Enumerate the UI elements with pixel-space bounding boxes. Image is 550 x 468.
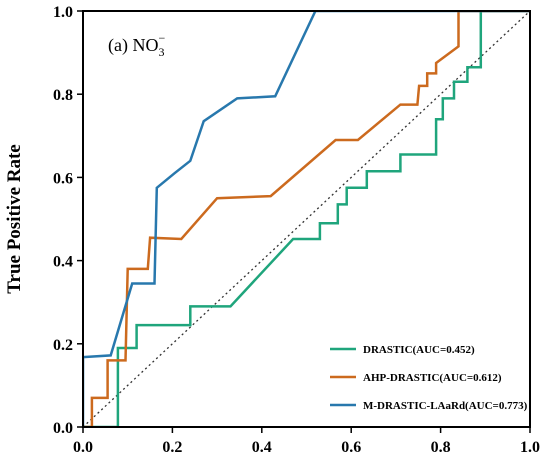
- x-tick-label: 0.4: [252, 439, 272, 456]
- y-tick-label: 0.6: [53, 170, 73, 187]
- reference-diagonal: [82, 10, 531, 428]
- panel-label-superscript: −: [158, 31, 165, 45]
- y-tick-label: 1.0: [53, 4, 73, 21]
- x-tick-label: 0.8: [431, 439, 451, 456]
- panel-label-subscript: 3: [158, 45, 164, 59]
- series-line-3: [83, 11, 530, 427]
- x-tick-label: 1.0: [520, 439, 540, 456]
- x-axis: 0.0 0.2 0.4 0.6 0.8 1.0: [73, 427, 540, 456]
- y-axis-title: True Positive Rate: [4, 144, 25, 294]
- legend-entry-1: DRASTIC(AUC=0.452): [363, 344, 475, 356]
- series-line-2: [83, 11, 530, 427]
- series-layer: [83, 11, 530, 427]
- y-tick-label: 0.2: [53, 337, 73, 354]
- plot-frame: [82, 10, 531, 428]
- y-tick-label: 0.0: [53, 420, 73, 437]
- x-tick-label: 0.0: [73, 439, 93, 456]
- panel-label: (a) NO3−: [108, 31, 165, 59]
- y-tick-label: 0.8: [53, 87, 73, 104]
- x-tick-label: 0.2: [162, 439, 182, 456]
- legend: DRASTIC(AUC=0.452) AHP-DRASTIC(AUC=0.612)…: [330, 344, 528, 412]
- legend-entry-2: AHP-DRASTIC(AUC=0.612): [363, 372, 502, 384]
- series-line-1: [83, 11, 530, 427]
- legend-entry-3: M-DRASTIC-LAaRd(AUC=0.773): [363, 400, 528, 412]
- y-axis: 0.0 0.2 0.4 0.6 0.8 1.0: [53, 4, 83, 437]
- x-tick-label: 0.6: [341, 439, 361, 456]
- panel-label-prefix: (a) NO: [108, 35, 158, 56]
- y-tick-label: 0.4: [53, 254, 73, 271]
